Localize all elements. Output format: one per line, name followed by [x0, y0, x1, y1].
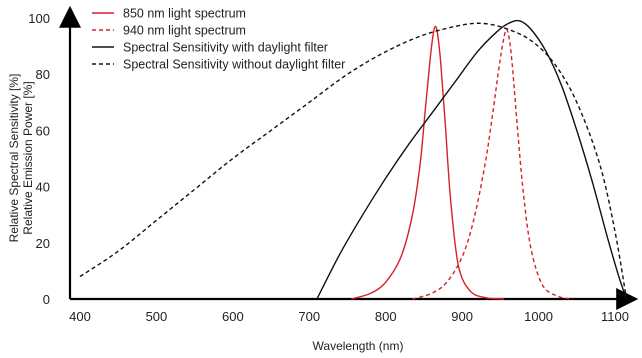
y-axis-label-line2: Relative Emission Power [%] — [21, 81, 35, 234]
legend: 850 nm light spectrum 940 nm light spectr… — [92, 7, 345, 72]
x-tick-label: 700 — [298, 309, 320, 324]
y-tick-label: 0 — [43, 292, 50, 307]
x-tick-label: 800 — [375, 309, 397, 324]
x-tick-label: 400 — [69, 309, 91, 324]
series-940nm-line — [412, 28, 574, 300]
y-axis-label-line1: Relative Spectral Sensitivity [%] — [7, 74, 21, 243]
series-with-filter-line — [316, 19, 628, 300]
legend-item-without-filter: Spectral Sensitivity without daylight fi… — [92, 58, 345, 72]
y-tick-label: 60 — [36, 123, 50, 138]
x-tick-label: 600 — [222, 309, 244, 324]
legend-item-850nm: 850 nm light spectrum — [92, 7, 246, 21]
series-850nm-line — [351, 25, 505, 300]
tick-labels: 400 500 600 700 800 900 1000 1100 0 20 40 60 80 100 — [28, 11, 629, 324]
x-tick-label: 1100 — [601, 309, 629, 324]
x-axis-label: Wavelength (nm) — [313, 339, 404, 353]
y-tick-label: 40 — [36, 180, 50, 195]
legend-label: 940 nm light spectrum — [123, 24, 246, 38]
legend-label: Spectral Sensitivity without daylight fi… — [123, 58, 345, 72]
y-tick-label: 80 — [36, 67, 50, 82]
legend-label: Spectral Sensitivity with daylight filte… — [123, 41, 328, 55]
x-tick-label: 500 — [146, 309, 168, 324]
series-layer — [79, 19, 628, 300]
legend-label: 850 nm light spectrum — [123, 7, 246, 21]
x-tick-label: 1000 — [524, 309, 553, 324]
legend-item-940nm: 940 nm light spectrum — [92, 24, 246, 38]
legend-item-with-filter: Spectral Sensitivity with daylight filte… — [92, 41, 328, 55]
x-tick-label: 900 — [451, 309, 473, 324]
y-tick-label: 100 — [28, 11, 50, 26]
y-tick-label: 20 — [36, 236, 50, 251]
